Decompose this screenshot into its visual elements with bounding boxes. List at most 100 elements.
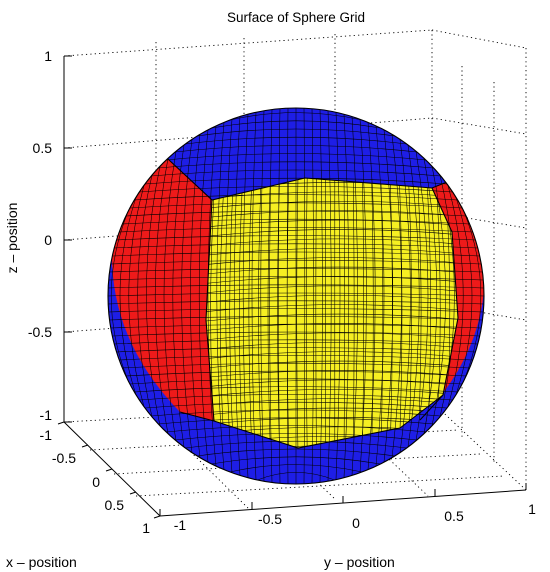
grid-line bbox=[431, 29, 527, 49]
mesh-line bbox=[343, 178, 345, 448]
mesh-line bbox=[319, 109, 323, 483]
grid-line bbox=[243, 411, 337, 501]
mesh-line bbox=[380, 178, 384, 448]
x-tick-mark bbox=[81, 444, 89, 448]
y-axis-label: y – position bbox=[324, 554, 395, 570]
mesh-line bbox=[163, 151, 177, 441]
mesh-line bbox=[296, 178, 299, 448]
z-tick-label: -0.5 bbox=[28, 324, 52, 340]
mesh-line bbox=[190, 134, 201, 458]
x-tick-mark bbox=[129, 491, 137, 495]
mesh-line bbox=[206, 360, 458, 369]
mesh-line bbox=[258, 178, 262, 448]
mesh-line bbox=[367, 122, 376, 470]
grid-line bbox=[63, 29, 433, 57]
patch-edge bbox=[179, 411, 215, 422]
z-axis-label: z – position bbox=[4, 203, 20, 274]
x-axis-label: x – position bbox=[6, 554, 77, 570]
z-tick-label: 0 bbox=[44, 232, 52, 248]
mesh-line bbox=[269, 109, 273, 483]
mesh-line bbox=[154, 158, 169, 434]
mesh-line bbox=[315, 178, 317, 448]
mesh-line bbox=[137, 175, 153, 417]
sphere-red-patch-left bbox=[111, 146, 214, 421]
mesh-line bbox=[371, 178, 374, 448]
mesh-line bbox=[206, 229, 458, 238]
mesh-line bbox=[239, 178, 244, 448]
y-tick-label: 1 bbox=[528, 501, 536, 517]
back-grid bbox=[63, 29, 527, 509]
grid-line bbox=[431, 303, 527, 321]
z-tick-label: 1 bbox=[44, 48, 52, 64]
mesh-line bbox=[352, 178, 355, 448]
mesh-line bbox=[277, 178, 280, 448]
mesh-line bbox=[327, 110, 332, 482]
mesh-line bbox=[423, 158, 438, 434]
x-tick-mark bbox=[57, 421, 65, 425]
y-tick-label: 0.5 bbox=[444, 508, 464, 524]
figure-title: Surface of Sphere Grid bbox=[227, 10, 365, 25]
x-tick-label: 0 bbox=[92, 474, 100, 490]
mesh-line bbox=[391, 134, 402, 458]
mesh-line bbox=[206, 191, 458, 200]
x-tick-mark bbox=[153, 515, 161, 519]
patch-edge bbox=[419, 394, 444, 421]
mesh-line bbox=[439, 175, 455, 417]
mesh-line bbox=[206, 247, 458, 257]
mesh-line bbox=[311, 108, 314, 484]
mesh-line bbox=[267, 178, 271, 448]
mesh-line bbox=[206, 351, 458, 360]
mesh-line bbox=[455, 197, 473, 395]
mesh-line bbox=[362, 178, 364, 448]
mesh-line bbox=[207, 125, 217, 467]
mesh-line bbox=[110, 211, 129, 381]
sphere-outline bbox=[107, 107, 485, 485]
mesh-line bbox=[399, 139, 411, 453]
mesh-line bbox=[351, 116, 358, 476]
mesh-line bbox=[206, 323, 458, 332]
mesh-line bbox=[206, 266, 458, 275]
z-tick-label: 0.5 bbox=[33, 140, 53, 156]
mesh-line bbox=[206, 238, 458, 247]
mesh-line bbox=[206, 370, 458, 379]
mesh-line bbox=[206, 285, 458, 294]
mesh-line bbox=[206, 313, 458, 322]
grid-line bbox=[431, 117, 527, 135]
sphere-red-patch-right bbox=[420, 180, 484, 420]
z-tick-labels: 1 0.5 0 -0.5 -1 bbox=[28, 48, 52, 423]
mesh-line bbox=[229, 178, 234, 448]
x-tick-label: 0.5 bbox=[105, 497, 125, 513]
mesh-line bbox=[447, 185, 464, 407]
patch-edge bbox=[153, 145, 453, 201]
mesh-line bbox=[286, 178, 290, 448]
mesh-line bbox=[335, 112, 341, 480]
mesh-line bbox=[389, 178, 393, 448]
mesh-line bbox=[408, 178, 412, 448]
x-tick-label: -1 bbox=[40, 427, 53, 443]
mesh-line bbox=[206, 257, 458, 266]
mesh-line bbox=[248, 178, 253, 448]
mesh-line bbox=[415, 151, 429, 441]
mesh-line bbox=[206, 304, 458, 313]
mesh-line bbox=[206, 341, 458, 351]
x-tick-mark bbox=[105, 468, 113, 472]
mesh-line bbox=[128, 185, 145, 407]
mesh-line bbox=[242, 114, 249, 478]
patch-edge bbox=[205, 187, 459, 449]
mesh-line bbox=[146, 166, 161, 426]
mesh-line bbox=[343, 114, 350, 478]
grid-line bbox=[431, 401, 527, 491]
y-tick-label: 0 bbox=[352, 515, 360, 531]
mesh-line bbox=[206, 219, 458, 228]
mesh-line bbox=[181, 139, 193, 453]
sphere-surface bbox=[107, 107, 485, 485]
y-tick-label: -0.5 bbox=[258, 511, 282, 527]
mesh-line bbox=[206, 388, 458, 398]
mesh-line bbox=[172, 144, 185, 448]
mesh-line bbox=[216, 122, 225, 470]
mesh-line bbox=[119, 197, 137, 395]
x-tick-label: -0.5 bbox=[52, 450, 76, 466]
mesh-line bbox=[206, 294, 458, 304]
mesh-line bbox=[206, 379, 458, 388]
